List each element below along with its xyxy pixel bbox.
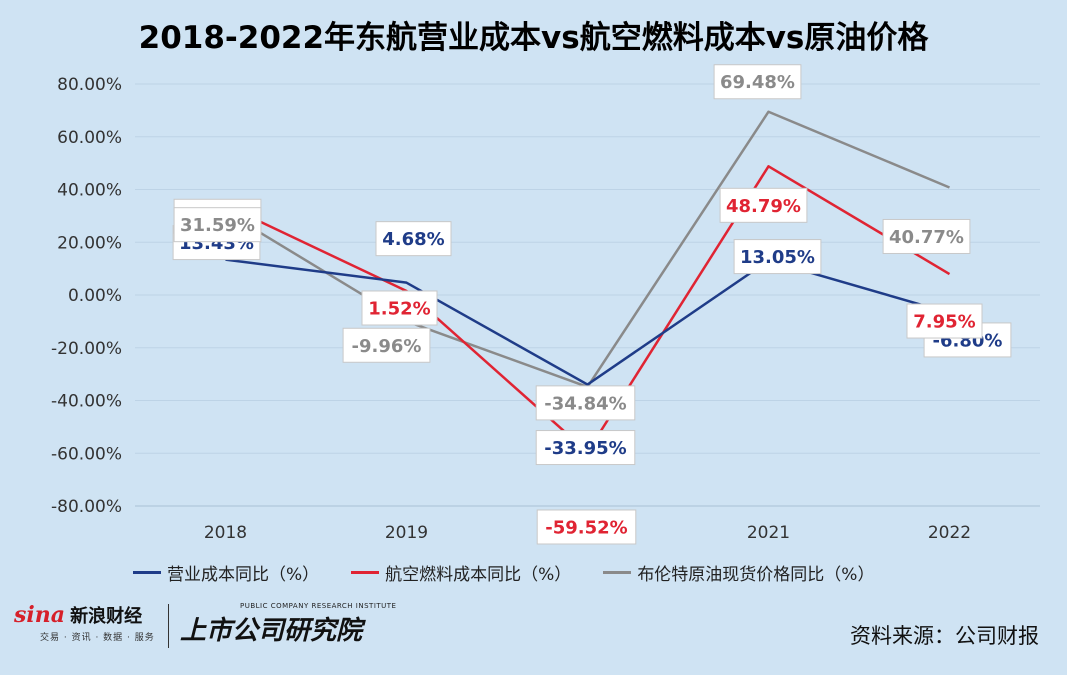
research-institute-logo: PUBLIC COMPANY RESEARCH INSTITUTE 上市公司研究… bbox=[180, 602, 410, 648]
legend-label: 营业成本同比（%） bbox=[167, 564, 320, 585]
x-tick-label: 2021 bbox=[747, 523, 790, 543]
data-label-box bbox=[535, 430, 636, 466]
sina-logo-mark: sina bbox=[14, 602, 65, 628]
data-label-box bbox=[342, 327, 431, 363]
y-tick-label: 20.00% bbox=[57, 233, 122, 253]
institute-english-name: PUBLIC COMPANY RESEARCH INSTITUTE bbox=[240, 602, 397, 610]
data-label: 40.77% bbox=[889, 227, 964, 248]
data-label-box bbox=[535, 385, 636, 421]
legend-item-brent-price: 布伦特原油现货价格同比（%） bbox=[603, 560, 874, 585]
sina-tagline: 交易 · 资讯 · 数据 · 服务 bbox=[40, 633, 155, 643]
legend-item-fuel-cost: 航空燃料成本同比（%） bbox=[351, 560, 571, 585]
data-label: -9.96% bbox=[352, 336, 422, 357]
y-tick-label: 0.00% bbox=[68, 286, 122, 306]
data-label: 48.79% bbox=[726, 196, 801, 217]
y-tick-label: -80.00% bbox=[51, 497, 122, 517]
sina-finance-logo: sina 新浪财经 交易 · 资讯 · 数据 · 服务 bbox=[14, 602, 164, 648]
data-label-box bbox=[173, 207, 262, 243]
data-source-note: 资料来源：公司财报 bbox=[850, 624, 1039, 648]
legend-item-operating-cost: 营业成本同比（%） bbox=[133, 560, 319, 585]
legend-swatch bbox=[133, 570, 161, 574]
data-label-box bbox=[713, 64, 802, 100]
data-label: 13.05% bbox=[740, 247, 815, 268]
y-tick-label: -40.00% bbox=[51, 392, 122, 412]
y-tick-label: -20.00% bbox=[51, 339, 122, 359]
chart-legend: 营业成本同比（%） 航空燃料成本同比（%） 布伦特原油现货价格同比（%） bbox=[133, 560, 906, 585]
y-tick-label: 60.00% bbox=[57, 128, 122, 148]
data-label: 69.48% bbox=[720, 72, 795, 93]
data-label: -59.52% bbox=[545, 517, 627, 538]
y-axis-ticks: 80.00% 60.00% 40.00% 20.00% 0.00% -20.00% -40.… bbox=[51, 75, 122, 517]
series-line bbox=[224, 110, 950, 389]
y-tick-label: 80.00% bbox=[57, 75, 122, 95]
legend-label: 布伦特原油现货价格同比（%） bbox=[637, 564, 875, 585]
data-label-box bbox=[361, 290, 438, 326]
y-tick-label: 40.00% bbox=[57, 181, 122, 201]
data-label: 1.52% bbox=[368, 298, 430, 319]
x-tick-label: 2018 bbox=[204, 523, 247, 543]
series-line bbox=[225, 258, 950, 386]
data-label-box bbox=[882, 218, 971, 254]
x-tick-label: 2019 bbox=[385, 523, 428, 543]
data-label: 4.68% bbox=[382, 229, 444, 250]
data-label-box bbox=[536, 509, 637, 545]
data-label: 7.95% bbox=[913, 312, 975, 333]
footer-divider bbox=[168, 604, 169, 648]
data-label: -34.84% bbox=[544, 393, 626, 414]
data-labels: 13.43%4.68%-33.95%13.05%-6.80%34.02%1.52… bbox=[172, 64, 1012, 545]
chart-title: 2018-2022年东航营业成本vs航空燃料成本vs原油价格 bbox=[138, 20, 929, 56]
y-tick-label: -60.00% bbox=[51, 444, 122, 464]
x-tick-label: 2022 bbox=[928, 523, 971, 543]
data-label-box bbox=[733, 239, 822, 275]
data-label-box bbox=[719, 187, 808, 223]
data-label-box bbox=[375, 221, 452, 257]
data-label-box bbox=[906, 303, 983, 339]
legend-swatch bbox=[603, 570, 632, 574]
institute-chinese-name: 上市公司研究院 bbox=[180, 616, 363, 646]
sina-finance-name: 新浪财经 bbox=[70, 606, 143, 627]
legend-swatch bbox=[351, 570, 380, 574]
legend-label: 航空燃料成本同比（%） bbox=[385, 564, 572, 585]
data-label: -33.95% bbox=[544, 438, 626, 459]
data-label: 31.59% bbox=[180, 215, 255, 236]
